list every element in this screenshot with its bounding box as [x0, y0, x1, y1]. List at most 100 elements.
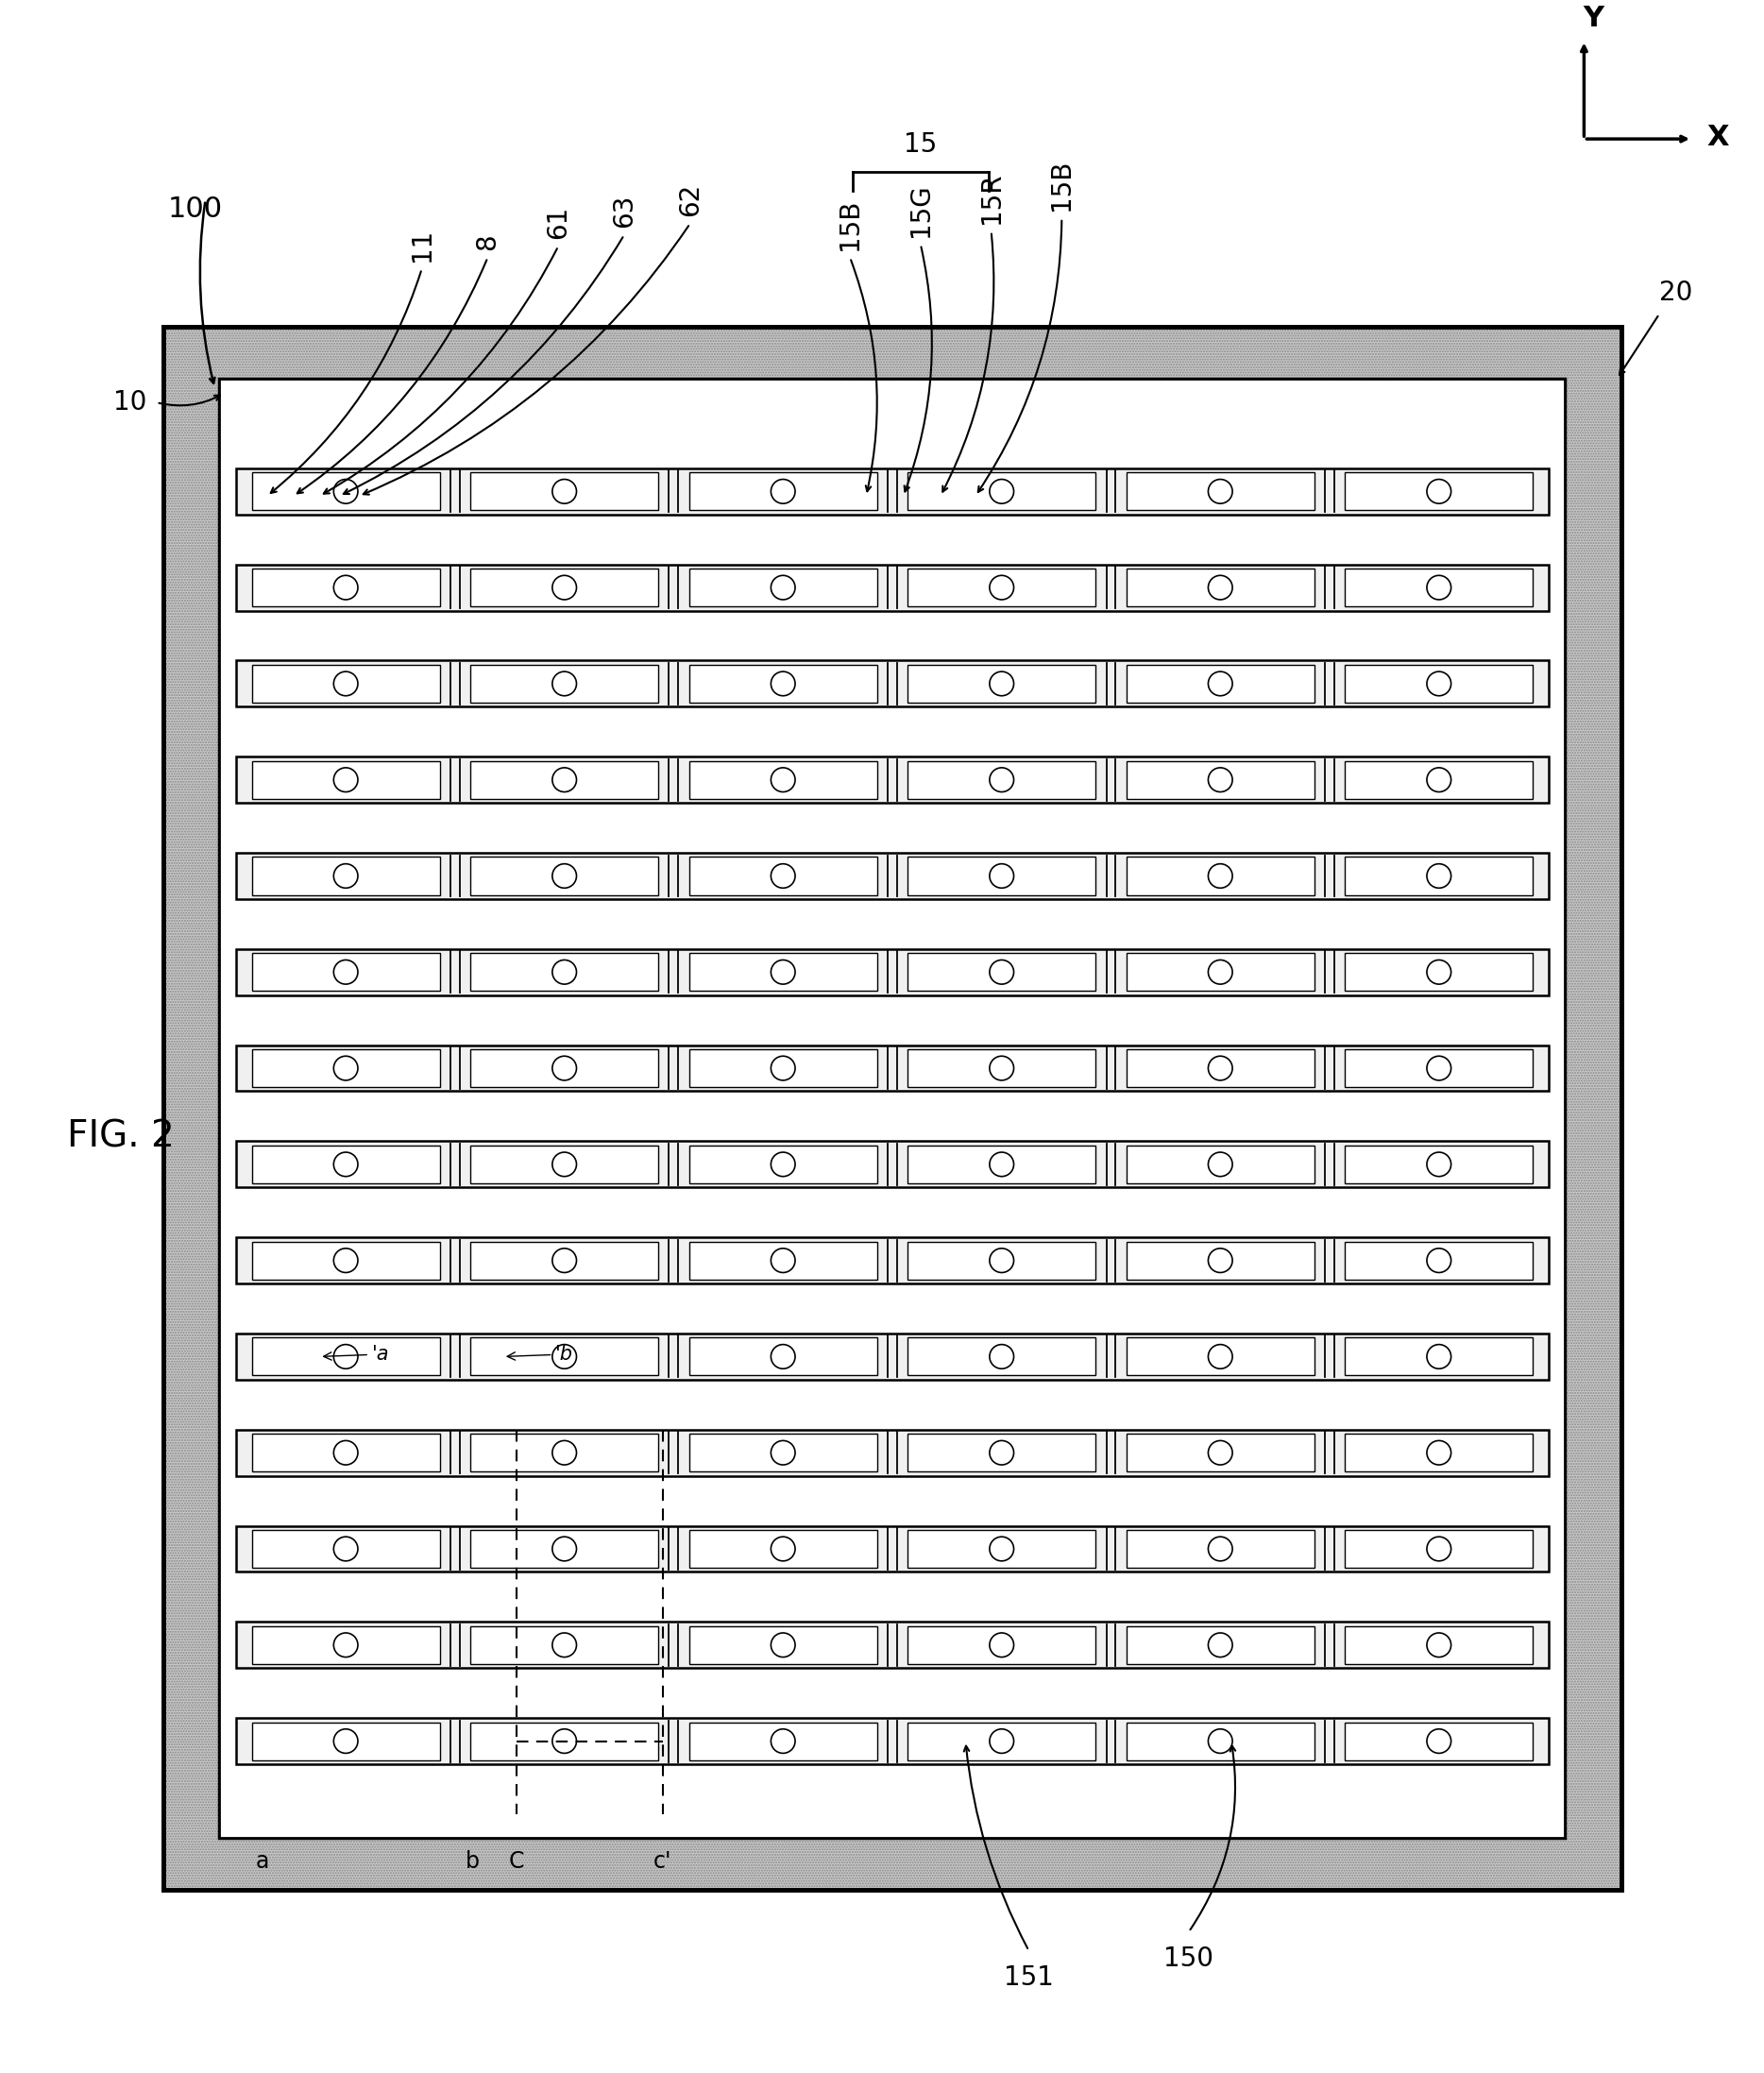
Circle shape	[333, 1055, 358, 1080]
Bar	[908, 1242, 1095, 1279]
Bar	[252, 665, 439, 703]
Circle shape	[990, 672, 1014, 697]
Circle shape	[333, 479, 358, 504]
Bar	[1344, 1625, 1533, 1665]
Bar	[690, 665, 877, 703]
Bar	[1344, 568, 1533, 607]
Circle shape	[552, 1536, 577, 1561]
Circle shape	[333, 576, 358, 599]
Circle shape	[771, 864, 796, 887]
Bar	[908, 473, 1095, 510]
Bar	[908, 1625, 1095, 1665]
Text: c': c'	[654, 1849, 672, 1872]
Bar	[162, 328, 1621, 1889]
Bar	[236, 757, 1549, 802]
Circle shape	[1427, 1248, 1452, 1273]
Circle shape	[990, 1536, 1014, 1561]
Bar	[908, 1337, 1095, 1376]
Circle shape	[552, 672, 577, 697]
Circle shape	[1208, 767, 1233, 792]
Circle shape	[1427, 864, 1452, 887]
Bar	[908, 954, 1095, 991]
Circle shape	[1208, 864, 1233, 887]
Bar	[1344, 1723, 1533, 1760]
Circle shape	[1427, 767, 1452, 792]
Circle shape	[990, 1248, 1014, 1273]
Bar	[471, 473, 658, 510]
Text: 63: 63	[610, 195, 637, 228]
Circle shape	[771, 1536, 796, 1561]
Bar	[690, 1049, 877, 1086]
Bar	[471, 1625, 658, 1665]
Circle shape	[990, 864, 1014, 887]
Bar	[1344, 856, 1533, 896]
Text: Y: Y	[1582, 4, 1603, 31]
Bar	[690, 856, 877, 896]
Bar	[471, 1337, 658, 1376]
Circle shape	[552, 576, 577, 599]
Bar	[162, 1837, 1621, 1889]
Bar	[690, 954, 877, 991]
Bar	[690, 1625, 877, 1665]
Text: X: X	[1706, 124, 1729, 151]
Bar	[1125, 1242, 1314, 1279]
Bar	[690, 1435, 877, 1472]
Text: 11: 11	[409, 228, 436, 261]
Bar	[1344, 665, 1533, 703]
Bar	[471, 856, 658, 896]
Bar	[252, 568, 439, 607]
Text: 10: 10	[113, 390, 146, 417]
Circle shape	[771, 1248, 796, 1273]
Bar	[1125, 1146, 1314, 1184]
Circle shape	[990, 1345, 1014, 1368]
Circle shape	[1208, 1536, 1233, 1561]
Text: 100: 100	[168, 195, 222, 224]
Circle shape	[333, 1441, 358, 1466]
Bar	[908, 1049, 1095, 1086]
Bar	[471, 954, 658, 991]
Bar	[1125, 856, 1314, 896]
Bar	[471, 1146, 658, 1184]
Circle shape	[1208, 1153, 1233, 1177]
Text: 15: 15	[905, 131, 937, 158]
Bar	[1125, 1435, 1314, 1472]
Circle shape	[552, 767, 577, 792]
Bar	[1125, 954, 1314, 991]
Circle shape	[1427, 1729, 1452, 1754]
Text: C: C	[508, 1849, 524, 1872]
Circle shape	[333, 672, 358, 697]
Circle shape	[333, 1634, 358, 1656]
Bar	[219, 379, 1565, 1837]
Bar	[1125, 1049, 1314, 1086]
Text: 'a: 'a	[323, 1345, 390, 1364]
Circle shape	[1427, 1536, 1452, 1561]
Circle shape	[771, 479, 796, 504]
Bar	[690, 1723, 877, 1760]
Bar	[908, 568, 1095, 607]
Bar	[1125, 568, 1314, 607]
Circle shape	[771, 1729, 796, 1754]
Bar	[1565, 379, 1621, 1837]
Bar	[1125, 665, 1314, 703]
Bar	[690, 568, 877, 607]
Circle shape	[771, 1153, 796, 1177]
Circle shape	[1208, 960, 1233, 985]
Bar	[252, 1337, 439, 1376]
Text: 8: 8	[475, 234, 501, 251]
Circle shape	[1208, 576, 1233, 599]
Text: 15B: 15B	[1048, 160, 1074, 211]
Circle shape	[771, 672, 796, 697]
Text: 'b: 'b	[508, 1345, 573, 1364]
Bar	[236, 1333, 1549, 1381]
Circle shape	[1427, 1345, 1452, 1368]
Bar	[1344, 761, 1533, 798]
Circle shape	[333, 1153, 358, 1177]
Bar	[1344, 1049, 1533, 1086]
Circle shape	[333, 1536, 358, 1561]
Bar	[162, 328, 1621, 379]
Bar	[471, 1435, 658, 1472]
Text: 15G: 15G	[907, 182, 933, 236]
Circle shape	[990, 1441, 1014, 1466]
Bar	[252, 1049, 439, 1086]
Bar	[236, 1142, 1549, 1188]
